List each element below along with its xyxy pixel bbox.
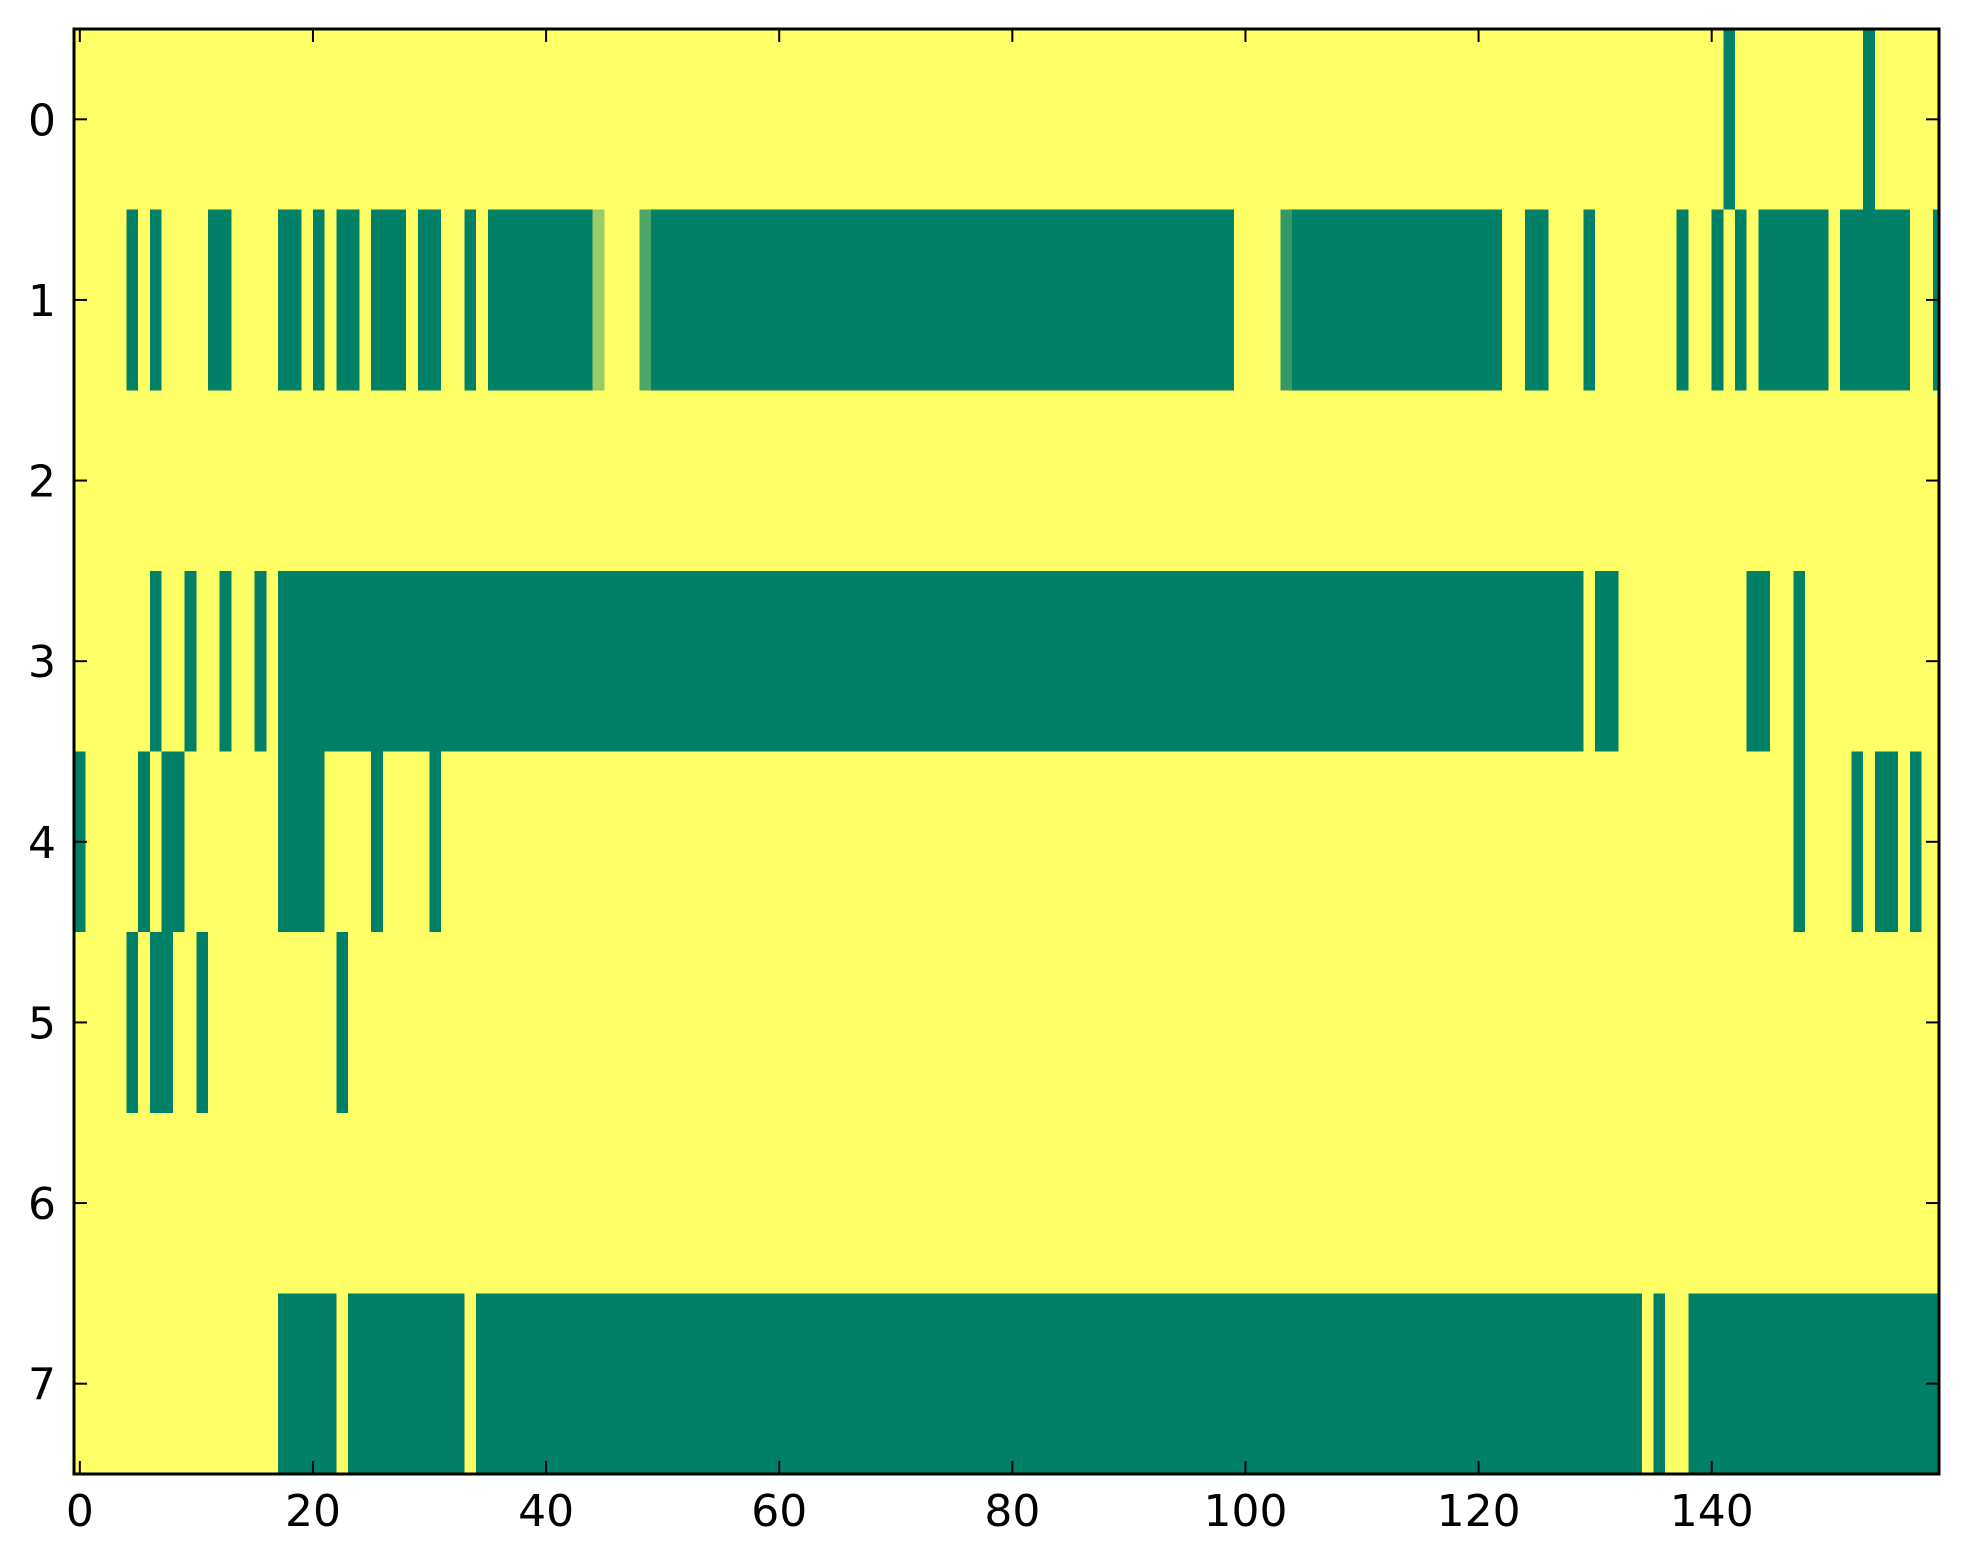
- heatmap-cell-row-1: [336, 209, 360, 391]
- heatmap-cell-row-4: [1909, 751, 1922, 933]
- heatmap-cell-row-7: [1688, 1293, 1939, 1474]
- y-tick-label: 3: [28, 637, 56, 688]
- heatmap-cell-row-4: [371, 751, 383, 933]
- heatmap-cell-row-1: [1758, 209, 1829, 391]
- heatmap-cell-row-1: [371, 209, 407, 391]
- y-tick-label: 1: [28, 276, 56, 327]
- heatmap-cell-row-4: [429, 751, 442, 933]
- heatmap-cell-row-3: [184, 570, 197, 752]
- heatmap-cell-row-3: [254, 570, 267, 752]
- axis-ticks: [74, 29, 1939, 1474]
- x-tick-label: 60: [751, 1486, 807, 1537]
- heatmap-cell-row-1: [487, 209, 593, 391]
- heatmap-cell-row-1: [1711, 209, 1724, 391]
- heatmap-cell-row-4: [1851, 751, 1864, 933]
- heatmap-cell-row-3: [1793, 570, 1805, 752]
- y-tick-label: 7: [28, 1360, 56, 1411]
- y-tick-label: 2: [28, 457, 56, 508]
- plot-area: [74, 29, 1939, 1474]
- heatmap-cell-row-4: [1793, 751, 1805, 933]
- heatmap-cell-row-4: [1874, 751, 1899, 933]
- heatmap-cell-row-1: [639, 209, 651, 391]
- x-tick-label: 40: [518, 1486, 574, 1537]
- heatmap-cell-row-5: [196, 932, 209, 1113]
- heatmap-cell-row-3: [277, 570, 1584, 752]
- heatmap-cell-row-0: [1723, 29, 1736, 210]
- heatmap-cell-row-1: [126, 209, 139, 391]
- heatmap-cell-row-7: [277, 1293, 337, 1474]
- heatmap-cell-row-3: [149, 570, 162, 752]
- y-tick-label: 5: [28, 998, 56, 1049]
- heatmap-cell-row-0: [1863, 29, 1875, 210]
- heatmap-cell-row-5: [336, 932, 348, 1113]
- x-tick-label: 0: [66, 1486, 94, 1537]
- heatmap-cell-row-1: [1676, 209, 1689, 391]
- heatmap-cell-row-1: [149, 209, 162, 391]
- plot-frame: [72, 27, 1941, 1476]
- heatmap-cell-row-7: [347, 1293, 465, 1474]
- heatmap-cell-row-1: [1292, 209, 1502, 391]
- heatmap-cell-row-5: [149, 932, 174, 1113]
- heatmap-cell-row-7: [1653, 1293, 1666, 1474]
- x-axis-tick-labels: 0 20 40 60 80 100 120 140: [66, 1486, 1754, 1537]
- x-tick-label: 100: [1203, 1486, 1287, 1537]
- heatmap-cell-row-3: [1746, 570, 1770, 752]
- heatmap-cell-row-1: [417, 209, 442, 391]
- heatmap-cell-row-4: [277, 751, 325, 933]
- heatmap-cell-row-4: [161, 751, 185, 933]
- y-axis-tick-labels: 0 1 2 3 4 5 6 7: [28, 95, 56, 1410]
- heatmap-cell-row-1: [650, 209, 1234, 391]
- heatmap-cell-row-7: [476, 1293, 1642, 1474]
- y-tick-label: 0: [28, 95, 56, 146]
- heatmap-cell-row-1: [312, 209, 325, 391]
- x-tick-label: 20: [285, 1486, 341, 1537]
- y-tick-label: 6: [28, 1179, 56, 1230]
- heatmap-cell-row-1: [208, 209, 232, 391]
- heatmap-cell-row-4: [138, 751, 150, 933]
- heatmap-cell-row-3: [1595, 570, 1619, 752]
- heatmap-cell-row-1: [464, 209, 477, 391]
- heatmap-cell-row-3: [219, 570, 232, 752]
- x-tick-label: 80: [984, 1486, 1040, 1537]
- heatmap-cell-row-1: [592, 209, 605, 391]
- x-tick-label: 120: [1437, 1486, 1521, 1537]
- heatmap-cell-row-1: [1839, 209, 1910, 391]
- y-tick-label: 4: [28, 818, 56, 869]
- heatmap-cell-row-1: [277, 209, 302, 391]
- heatmap-cell-row-1: [1735, 209, 1747, 391]
- x-tick-label: 140: [1670, 1486, 1754, 1537]
- heatmap-cell-row-1: [1583, 209, 1596, 391]
- heatmap-cell-row-5: [126, 932, 139, 1113]
- heatmap-cell-row-1: [1280, 209, 1293, 391]
- heatmap-cell-row-1: [1525, 209, 1549, 391]
